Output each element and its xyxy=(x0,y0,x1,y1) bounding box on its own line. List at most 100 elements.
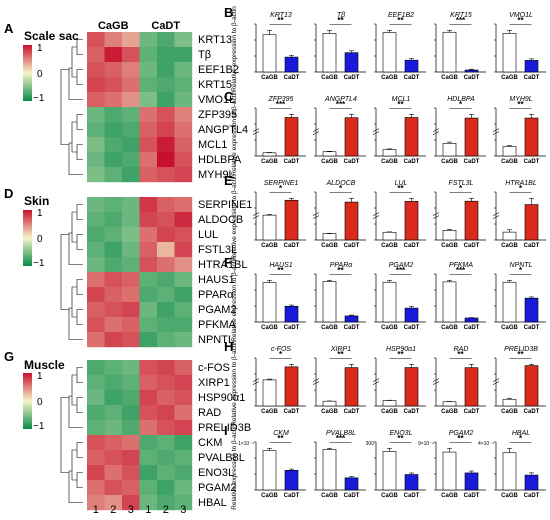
axis-break xyxy=(372,128,380,135)
dendrogram-branch xyxy=(71,211,77,243)
gene-title: MYH9L xyxy=(509,96,532,103)
heatmap-cell xyxy=(87,317,105,333)
heatmap-cell xyxy=(174,47,193,63)
heatmap-cell xyxy=(104,420,123,436)
panel-letter: G xyxy=(4,349,14,364)
x-label-cagb: CaGB xyxy=(501,325,518,331)
heatmap-cell xyxy=(122,137,140,153)
heatmap-cell xyxy=(104,137,123,153)
heatmap-cell xyxy=(174,360,193,376)
y-axis-label: Relative expression to β-actin xyxy=(231,90,238,176)
colorbar xyxy=(23,45,32,101)
significance-stars: ** xyxy=(517,350,524,359)
bar-cadt xyxy=(404,117,419,157)
heatmap-cell xyxy=(157,302,175,318)
panel-letter: I xyxy=(224,423,228,438)
bar-cagb xyxy=(322,400,337,407)
heatmap-cell xyxy=(139,390,158,406)
heatmap-cell xyxy=(87,480,105,496)
x-label-cadt: CaDT xyxy=(344,493,360,499)
heatmap-cell xyxy=(87,495,105,511)
bar-cadt xyxy=(284,199,299,241)
x-label-cadt: CaDT xyxy=(464,243,480,249)
heatmap-cell xyxy=(139,480,158,496)
panel-letter: D xyxy=(4,186,13,201)
x-label-cadt: CaDT xyxy=(284,409,300,415)
colorbar-tick-mid: 0 xyxy=(37,69,43,80)
heatmap-cell xyxy=(157,420,175,436)
bar-cadt xyxy=(344,201,359,241)
x-label-cagb: CaGB xyxy=(501,493,518,499)
significance-stars: *** xyxy=(336,434,346,443)
heatmap-cell xyxy=(104,332,123,348)
gene-title: c-FOS xyxy=(271,346,292,353)
heatmap-cell xyxy=(104,92,123,108)
heatmap-cell xyxy=(174,332,193,348)
dendrogram-branch xyxy=(76,442,83,458)
colorbar xyxy=(23,210,32,266)
gene-title: ANGPTL4 xyxy=(324,96,357,103)
heatmap-cell xyxy=(174,450,193,466)
dendrogram-branch xyxy=(71,449,77,481)
x-label-cadt: CaDT xyxy=(404,75,420,81)
heatmap-cell xyxy=(87,375,105,391)
significance-stars: *** xyxy=(456,266,466,275)
heatmap-cell xyxy=(122,450,140,466)
bar-cadt xyxy=(464,472,479,491)
heatmap-cell xyxy=(87,435,105,451)
gene-label: PPARα xyxy=(198,289,234,301)
x-label-cagb: CaGB xyxy=(441,243,458,249)
heatmap-cell xyxy=(139,227,158,243)
heatmap-cell xyxy=(139,62,158,78)
group-label-cagb: CaGB xyxy=(98,20,129,32)
heatmap-cell xyxy=(122,92,140,108)
colorbar-tick-high: 1 xyxy=(37,43,43,54)
bar-cadt xyxy=(344,367,359,407)
heatmap-cell xyxy=(139,360,158,376)
x-label-cagb: CaGB xyxy=(261,159,278,165)
heatmap-cell xyxy=(157,197,175,213)
bar-chart-c-fos: c-FOS* CaGB CaDT xyxy=(252,346,306,415)
x-label-cadt: CaDT xyxy=(344,325,360,331)
axis-break xyxy=(432,212,440,219)
heatmap-cell xyxy=(87,302,105,318)
gene-label: MYH9L xyxy=(198,169,235,181)
bar-cadt xyxy=(284,305,299,323)
bar-cadt xyxy=(524,474,539,491)
significance-stars: * xyxy=(459,184,463,193)
bar-cadt xyxy=(344,315,359,323)
heatmap-cell xyxy=(157,480,175,496)
gene-title: PPARα xyxy=(330,262,354,269)
dendrogram-branch xyxy=(76,367,83,383)
heatmap-cell xyxy=(104,405,123,421)
heatmap-cell xyxy=(104,197,123,213)
significance-stars: * xyxy=(279,184,283,193)
x-label-cadt: CaDT xyxy=(344,75,360,81)
x-label-cagb: CaGB xyxy=(261,409,278,415)
heatmap-cell xyxy=(104,480,123,496)
panel-letter: C xyxy=(224,89,234,104)
bar-chart-ckm: CKM 1×10⁻⁴ ** CaGB CaDT xyxy=(238,430,306,499)
y-tick-label: 4×10⁻⁴ xyxy=(478,441,494,447)
heatmap-cell xyxy=(157,317,175,333)
x-label-cagb: CaGB xyxy=(501,75,518,81)
x-label-cagb: CaGB xyxy=(261,75,278,81)
bar-chart-zfp395: ZFP395*** CaGB CaDT xyxy=(252,96,306,165)
gene-title: PGAM2 xyxy=(449,430,474,437)
x-label-cagb: CaGB xyxy=(381,243,398,249)
heatmap-cell xyxy=(87,465,105,481)
bar-chart-vmo1l: VMO1L** CaGB CaDT xyxy=(494,12,546,81)
gene-title: NPNTL xyxy=(510,262,533,269)
heatmap-cell xyxy=(87,420,105,436)
heatmap-cell xyxy=(104,360,123,376)
x-label-cadt: CaDT xyxy=(524,325,540,331)
heatmap-cell xyxy=(139,77,158,93)
heatmap-cell xyxy=(122,107,140,123)
significance-stars: ** xyxy=(337,350,344,359)
bar-chart-eno3l: ENO3L 300 ** CaGB CaDT xyxy=(366,430,426,499)
heatmap-title: Scale sac xyxy=(24,29,79,43)
heatmap-cell xyxy=(157,375,175,391)
bar-cagb xyxy=(442,31,457,73)
heatmap-cell xyxy=(174,480,193,496)
